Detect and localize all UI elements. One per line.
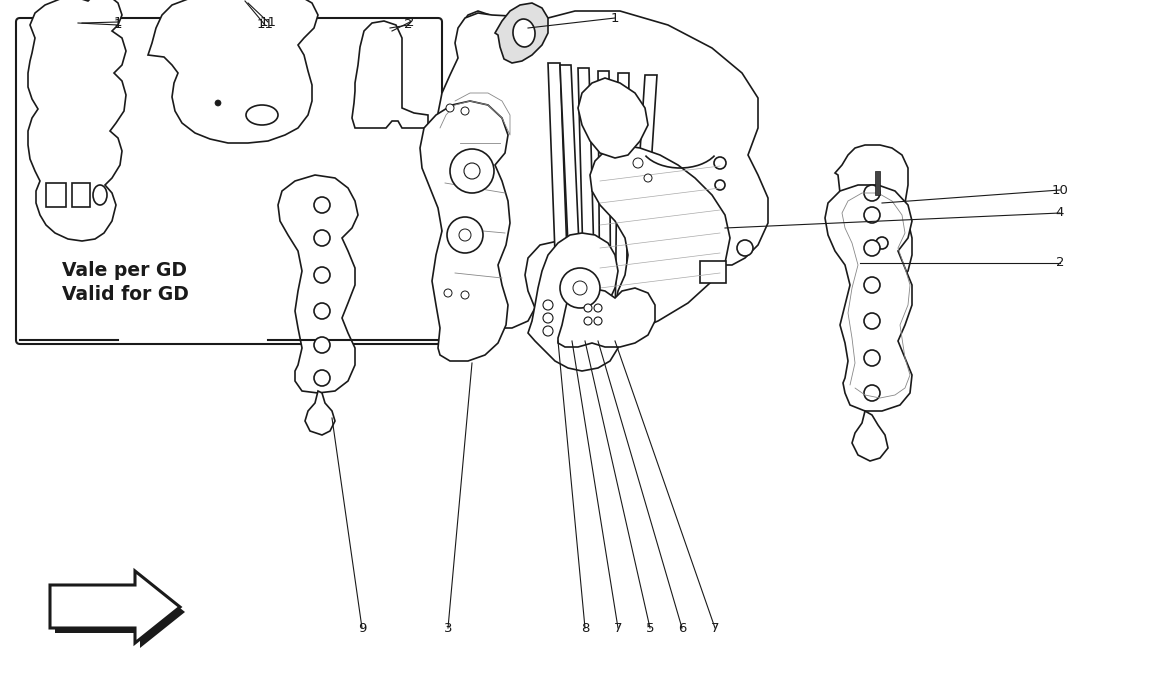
Text: 1: 1 (114, 16, 122, 29)
Bar (875, 171, 880, 195)
Circle shape (864, 277, 880, 293)
Circle shape (595, 304, 601, 312)
Ellipse shape (93, 185, 107, 205)
Bar (700, 261, 726, 283)
Circle shape (314, 197, 330, 213)
Ellipse shape (513, 19, 535, 47)
Text: 6: 6 (677, 622, 687, 635)
Circle shape (584, 304, 592, 312)
Circle shape (447, 217, 483, 253)
Polygon shape (494, 3, 549, 63)
Circle shape (314, 267, 330, 283)
Circle shape (314, 230, 330, 246)
Polygon shape (278, 175, 358, 393)
Circle shape (446, 104, 454, 112)
Polygon shape (578, 68, 596, 335)
Circle shape (737, 240, 753, 256)
Polygon shape (825, 185, 912, 411)
Circle shape (864, 207, 880, 223)
Circle shape (864, 313, 880, 329)
Text: 2: 2 (1056, 257, 1064, 270)
Polygon shape (148, 0, 319, 143)
Text: 7: 7 (614, 622, 622, 635)
Polygon shape (420, 101, 509, 361)
Circle shape (459, 229, 471, 241)
Circle shape (543, 300, 553, 310)
Polygon shape (55, 576, 185, 648)
Polygon shape (49, 571, 181, 643)
Polygon shape (558, 288, 656, 347)
Circle shape (864, 385, 880, 401)
Text: Valid for GD: Valid for GD (62, 285, 189, 305)
FancyBboxPatch shape (16, 18, 442, 344)
Circle shape (864, 350, 880, 366)
Bar (72, 183, 90, 207)
Ellipse shape (246, 105, 278, 125)
Circle shape (644, 174, 652, 182)
Text: 2: 2 (406, 16, 414, 29)
Text: 5: 5 (646, 622, 654, 635)
Circle shape (463, 163, 480, 179)
Circle shape (864, 185, 880, 201)
Circle shape (314, 303, 330, 319)
Polygon shape (590, 145, 730, 335)
Polygon shape (598, 71, 611, 335)
Circle shape (632, 158, 643, 168)
Text: 1: 1 (611, 12, 619, 25)
Circle shape (543, 313, 553, 323)
Polygon shape (628, 75, 657, 335)
Polygon shape (528, 233, 622, 371)
Polygon shape (578, 78, 647, 158)
Polygon shape (560, 65, 583, 335)
Text: Vale per GD: Vale per GD (62, 260, 187, 279)
Circle shape (864, 240, 880, 256)
Bar (46, 183, 66, 207)
Circle shape (215, 100, 221, 106)
Text: 11: 11 (256, 18, 274, 31)
Circle shape (584, 317, 592, 325)
Circle shape (715, 180, 724, 190)
Circle shape (595, 317, 601, 325)
Text: 3: 3 (444, 622, 452, 635)
Text: 8: 8 (581, 622, 589, 635)
Polygon shape (835, 145, 912, 288)
Polygon shape (438, 11, 768, 328)
Polygon shape (549, 63, 570, 335)
Polygon shape (352, 21, 428, 128)
Text: 7: 7 (711, 622, 719, 635)
Polygon shape (28, 0, 126, 241)
Text: 10: 10 (1051, 184, 1068, 197)
Polygon shape (852, 411, 888, 461)
Circle shape (444, 289, 452, 297)
Circle shape (461, 107, 469, 115)
Text: 2: 2 (404, 18, 412, 31)
Circle shape (461, 291, 469, 299)
Circle shape (560, 268, 600, 308)
Circle shape (450, 149, 494, 193)
Circle shape (573, 281, 586, 295)
Circle shape (314, 370, 330, 386)
Polygon shape (305, 391, 335, 435)
Text: 4: 4 (1056, 206, 1064, 219)
Circle shape (714, 157, 726, 169)
Polygon shape (615, 73, 629, 335)
Text: 1: 1 (114, 18, 122, 31)
Text: 9: 9 (358, 622, 366, 635)
Circle shape (876, 237, 888, 249)
Circle shape (543, 326, 553, 336)
Text: 11: 11 (260, 16, 276, 29)
Circle shape (314, 337, 330, 353)
Polygon shape (442, 11, 509, 251)
